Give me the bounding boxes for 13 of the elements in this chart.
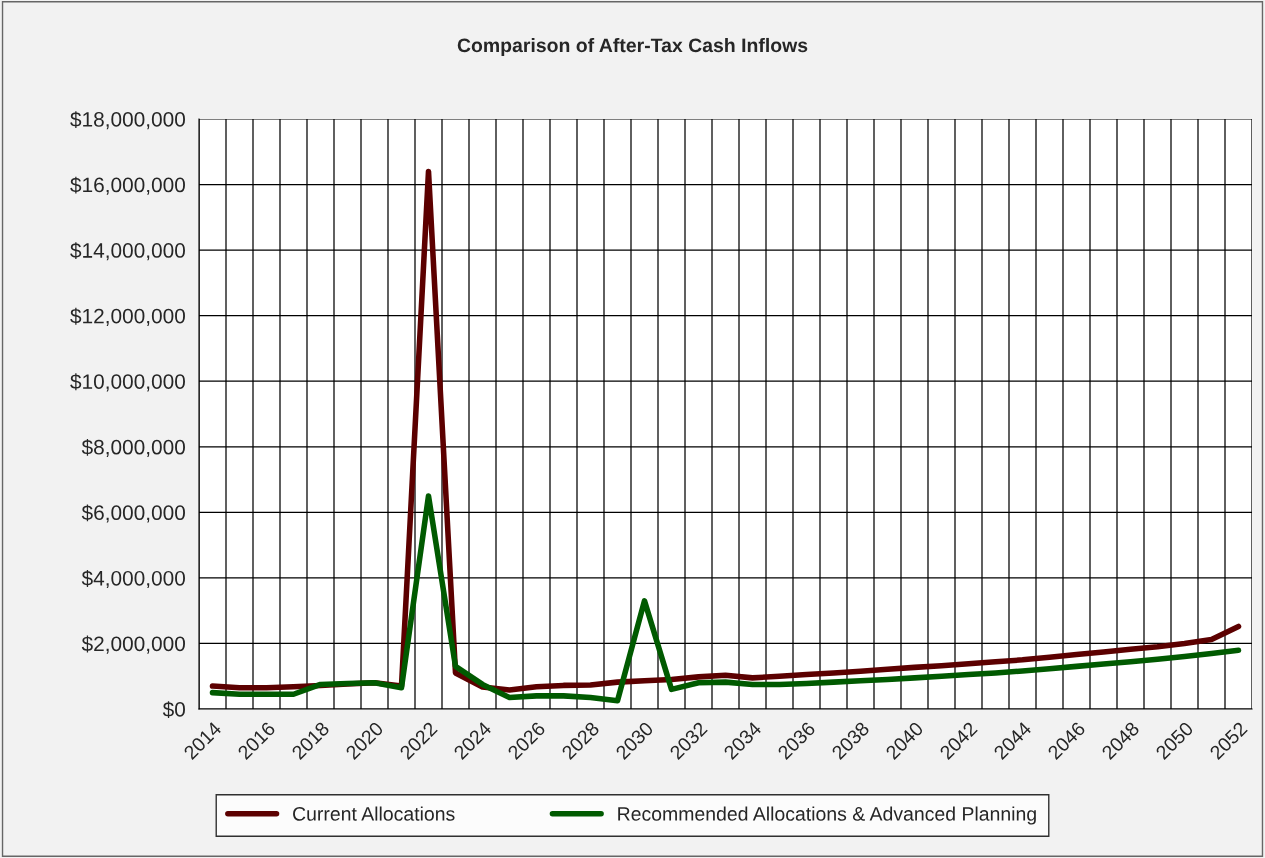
y-tick-label: $18,000,000: [70, 111, 185, 130]
y-tick-label: $16,000,000: [70, 176, 185, 195]
legend-label: Current Allocations: [293, 806, 455, 821]
y-tick-label: $10,000,000: [70, 373, 185, 392]
y-tick-label: $2,000,000: [81, 635, 185, 654]
chart-title: Comparison of After-Tax Cash Inflows: [457, 37, 808, 57]
y-tick-label: $8,000,000: [81, 438, 185, 457]
y-tick-label: $12,000,000: [70, 307, 185, 326]
y-tick-label: $4,000,000: [81, 570, 185, 589]
legend-label: Recommended Allocations & Advanced Planning: [618, 806, 1036, 825]
y-tick-label: $0: [162, 701, 185, 718]
y-tick-label: $14,000,000: [70, 242, 185, 261]
y-tick-label: $6,000,000: [81, 504, 185, 523]
